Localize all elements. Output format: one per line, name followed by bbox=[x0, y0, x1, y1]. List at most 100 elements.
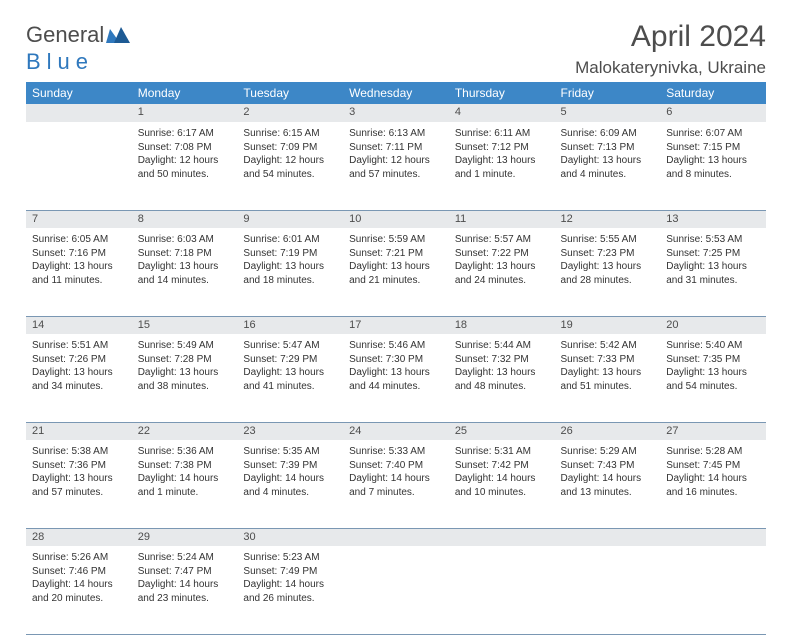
week-row: Sunrise: 6:17 AMSunset: 7:08 PMDaylight:… bbox=[26, 122, 766, 210]
day-cell: Sunrise: 5:36 AMSunset: 7:38 PMDaylight:… bbox=[132, 440, 238, 528]
day-number: 2 bbox=[237, 104, 343, 122]
day-cell: Sunrise: 6:15 AMSunset: 7:09 PMDaylight:… bbox=[237, 122, 343, 210]
day-number: 20 bbox=[660, 316, 766, 334]
day-details: Sunrise: 6:01 AMSunset: 7:19 PMDaylight:… bbox=[241, 231, 339, 289]
day-number: 15 bbox=[132, 316, 238, 334]
day-cell: Sunrise: 5:40 AMSunset: 7:35 PMDaylight:… bbox=[660, 334, 766, 422]
day-number: 17 bbox=[343, 316, 449, 334]
day-cell: Sunrise: 5:26 AMSunset: 7:46 PMDaylight:… bbox=[26, 546, 132, 634]
weekday-header: Friday bbox=[555, 82, 661, 104]
page-title: April 2024 bbox=[631, 20, 766, 54]
day-cell: Sunrise: 5:47 AMSunset: 7:29 PMDaylight:… bbox=[237, 334, 343, 422]
day-number: 6 bbox=[660, 104, 766, 122]
day-number: 16 bbox=[237, 316, 343, 334]
day-number: 1 bbox=[132, 104, 238, 122]
day-details: Sunrise: 5:51 AMSunset: 7:26 PMDaylight:… bbox=[30, 337, 128, 395]
day-cell: Sunrise: 5:44 AMSunset: 7:32 PMDaylight:… bbox=[449, 334, 555, 422]
day-details: Sunrise: 5:33 AMSunset: 7:40 PMDaylight:… bbox=[347, 443, 445, 501]
weekday-header: Tuesday bbox=[237, 82, 343, 104]
day-details: Sunrise: 5:31 AMSunset: 7:42 PMDaylight:… bbox=[453, 443, 551, 501]
day-details: Sunrise: 5:42 AMSunset: 7:33 PMDaylight:… bbox=[559, 337, 657, 395]
day-cell: Sunrise: 6:11 AMSunset: 7:12 PMDaylight:… bbox=[449, 122, 555, 210]
day-cell: Sunrise: 5:46 AMSunset: 7:30 PMDaylight:… bbox=[343, 334, 449, 422]
week-row: Sunrise: 5:26 AMSunset: 7:46 PMDaylight:… bbox=[26, 546, 766, 634]
day-number: 28 bbox=[26, 528, 132, 546]
day-number-row: 14151617181920 bbox=[26, 316, 766, 334]
day-cell: Sunrise: 6:01 AMSunset: 7:19 PMDaylight:… bbox=[237, 228, 343, 316]
weekday-header: Wednesday bbox=[343, 82, 449, 104]
week-row: Sunrise: 5:51 AMSunset: 7:26 PMDaylight:… bbox=[26, 334, 766, 422]
day-details: Sunrise: 5:55 AMSunset: 7:23 PMDaylight:… bbox=[559, 231, 657, 289]
day-cell: Sunrise: 5:55 AMSunset: 7:23 PMDaylight:… bbox=[555, 228, 661, 316]
day-details: Sunrise: 5:40 AMSunset: 7:35 PMDaylight:… bbox=[664, 337, 762, 395]
weekday-header: Saturday bbox=[660, 82, 766, 104]
day-number bbox=[555, 528, 661, 546]
day-number: 5 bbox=[555, 104, 661, 122]
day-cell: Sunrise: 5:59 AMSunset: 7:21 PMDaylight:… bbox=[343, 228, 449, 316]
day-details: Sunrise: 6:17 AMSunset: 7:08 PMDaylight:… bbox=[136, 125, 234, 183]
weekday-header: Thursday bbox=[449, 82, 555, 104]
day-number: 24 bbox=[343, 422, 449, 440]
day-details: Sunrise: 6:15 AMSunset: 7:09 PMDaylight:… bbox=[241, 125, 339, 183]
day-number: 11 bbox=[449, 210, 555, 228]
day-number: 8 bbox=[132, 210, 238, 228]
day-number: 25 bbox=[449, 422, 555, 440]
day-details: Sunrise: 6:05 AMSunset: 7:16 PMDaylight:… bbox=[30, 231, 128, 289]
day-cell: Sunrise: 5:24 AMSunset: 7:47 PMDaylight:… bbox=[132, 546, 238, 634]
location-label: Malokaterynivka, Ukraine bbox=[575, 58, 766, 78]
day-number: 26 bbox=[555, 422, 661, 440]
day-number: 7 bbox=[26, 210, 132, 228]
day-number-row: 21222324252627 bbox=[26, 422, 766, 440]
day-cell: Sunrise: 5:38 AMSunset: 7:36 PMDaylight:… bbox=[26, 440, 132, 528]
day-cell bbox=[555, 546, 661, 634]
week-row: Sunrise: 6:05 AMSunset: 7:16 PMDaylight:… bbox=[26, 228, 766, 316]
day-cell bbox=[26, 122, 132, 210]
day-number: 14 bbox=[26, 316, 132, 334]
day-details: Sunrise: 5:44 AMSunset: 7:32 PMDaylight:… bbox=[453, 337, 551, 395]
weekday-header: Sunday bbox=[26, 82, 132, 104]
weekday-header: Monday bbox=[132, 82, 238, 104]
logo-text-a: General bbox=[26, 22, 104, 47]
day-details: Sunrise: 5:35 AMSunset: 7:39 PMDaylight:… bbox=[241, 443, 339, 501]
day-number: 4 bbox=[449, 104, 555, 122]
day-cell: Sunrise: 6:13 AMSunset: 7:11 PMDaylight:… bbox=[343, 122, 449, 210]
day-details: Sunrise: 5:23 AMSunset: 7:49 PMDaylight:… bbox=[241, 549, 339, 607]
day-details: Sunrise: 6:11 AMSunset: 7:12 PMDaylight:… bbox=[453, 125, 551, 183]
day-number: 3 bbox=[343, 104, 449, 122]
day-number: 9 bbox=[237, 210, 343, 228]
logo-icon bbox=[106, 23, 130, 49]
day-details: Sunrise: 6:07 AMSunset: 7:15 PMDaylight:… bbox=[664, 125, 762, 183]
day-cell: Sunrise: 5:42 AMSunset: 7:33 PMDaylight:… bbox=[555, 334, 661, 422]
day-number: 22 bbox=[132, 422, 238, 440]
day-cell: Sunrise: 5:28 AMSunset: 7:45 PMDaylight:… bbox=[660, 440, 766, 528]
day-cell: Sunrise: 5:29 AMSunset: 7:43 PMDaylight:… bbox=[555, 440, 661, 528]
day-details: Sunrise: 5:38 AMSunset: 7:36 PMDaylight:… bbox=[30, 443, 128, 501]
day-details: Sunrise: 5:53 AMSunset: 7:25 PMDaylight:… bbox=[664, 231, 762, 289]
day-number: 10 bbox=[343, 210, 449, 228]
day-number: 21 bbox=[26, 422, 132, 440]
day-number: 23 bbox=[237, 422, 343, 440]
logo-text-b: Blue bbox=[26, 49, 94, 74]
week-row: Sunrise: 5:38 AMSunset: 7:36 PMDaylight:… bbox=[26, 440, 766, 528]
day-number bbox=[26, 104, 132, 122]
day-cell: Sunrise: 5:57 AMSunset: 7:22 PMDaylight:… bbox=[449, 228, 555, 316]
day-number bbox=[343, 528, 449, 546]
day-details: Sunrise: 5:36 AMSunset: 7:38 PMDaylight:… bbox=[136, 443, 234, 501]
day-number: 29 bbox=[132, 528, 238, 546]
day-details: Sunrise: 5:49 AMSunset: 7:28 PMDaylight:… bbox=[136, 337, 234, 395]
day-cell: Sunrise: 6:07 AMSunset: 7:15 PMDaylight:… bbox=[660, 122, 766, 210]
calendar-table: Sunday Monday Tuesday Wednesday Thursday… bbox=[26, 82, 766, 635]
weekday-header-row: Sunday Monday Tuesday Wednesday Thursday… bbox=[26, 82, 766, 104]
day-cell bbox=[449, 546, 555, 634]
day-details: Sunrise: 5:26 AMSunset: 7:46 PMDaylight:… bbox=[30, 549, 128, 607]
day-number: 19 bbox=[555, 316, 661, 334]
logo: General Blue bbox=[26, 22, 130, 75]
day-cell: Sunrise: 6:03 AMSunset: 7:18 PMDaylight:… bbox=[132, 228, 238, 316]
day-number: 27 bbox=[660, 422, 766, 440]
day-cell: Sunrise: 6:05 AMSunset: 7:16 PMDaylight:… bbox=[26, 228, 132, 316]
day-details: Sunrise: 5:29 AMSunset: 7:43 PMDaylight:… bbox=[559, 443, 657, 501]
day-details: Sunrise: 5:59 AMSunset: 7:21 PMDaylight:… bbox=[347, 231, 445, 289]
day-details: Sunrise: 5:57 AMSunset: 7:22 PMDaylight:… bbox=[453, 231, 551, 289]
day-details: Sunrise: 6:09 AMSunset: 7:13 PMDaylight:… bbox=[559, 125, 657, 183]
day-details: Sunrise: 6:03 AMSunset: 7:18 PMDaylight:… bbox=[136, 231, 234, 289]
